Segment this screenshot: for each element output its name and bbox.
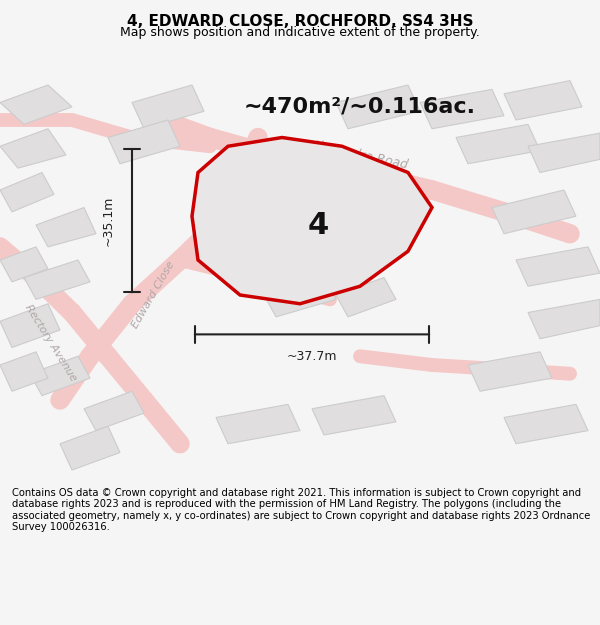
Polygon shape xyxy=(492,190,576,234)
Polygon shape xyxy=(336,85,420,129)
Text: Map shows position and indicative extent of the property.: Map shows position and indicative extent… xyxy=(120,26,480,39)
Polygon shape xyxy=(0,352,48,391)
Text: ~470m²/~0.116ac.: ~470m²/~0.116ac. xyxy=(244,97,476,117)
Polygon shape xyxy=(504,404,588,444)
Polygon shape xyxy=(0,173,54,212)
Polygon shape xyxy=(264,278,336,317)
Polygon shape xyxy=(216,404,300,444)
Polygon shape xyxy=(456,124,540,164)
Polygon shape xyxy=(84,391,144,431)
Polygon shape xyxy=(24,260,90,299)
Text: Edward Close: Edward Close xyxy=(130,260,176,330)
Polygon shape xyxy=(0,129,66,168)
Polygon shape xyxy=(60,426,120,470)
Polygon shape xyxy=(312,396,396,435)
Text: Contains OS data © Crown copyright and database right 2021. This information is : Contains OS data © Crown copyright and d… xyxy=(12,488,590,532)
Polygon shape xyxy=(0,85,72,124)
Text: 4, EDWARD CLOSE, ROCHFORD, SS4 3HS: 4, EDWARD CLOSE, ROCHFORD, SS4 3HS xyxy=(127,14,473,29)
Text: 4: 4 xyxy=(307,211,329,239)
Polygon shape xyxy=(132,85,204,129)
Polygon shape xyxy=(0,247,48,282)
Polygon shape xyxy=(36,208,96,247)
Polygon shape xyxy=(108,120,180,164)
Text: Alexandra Road: Alexandra Road xyxy=(310,138,410,172)
Polygon shape xyxy=(0,304,60,348)
Text: ~37.7m: ~37.7m xyxy=(287,350,337,362)
Polygon shape xyxy=(30,356,90,396)
Polygon shape xyxy=(420,89,504,129)
Polygon shape xyxy=(336,278,396,317)
Polygon shape xyxy=(468,352,552,391)
Polygon shape xyxy=(192,138,432,304)
Polygon shape xyxy=(504,81,582,120)
Polygon shape xyxy=(300,229,372,269)
Polygon shape xyxy=(528,299,600,339)
Text: ~35.1m: ~35.1m xyxy=(101,196,115,246)
Polygon shape xyxy=(516,247,600,286)
Text: Rectory Avenue: Rectory Avenue xyxy=(23,303,79,383)
Polygon shape xyxy=(528,133,600,172)
